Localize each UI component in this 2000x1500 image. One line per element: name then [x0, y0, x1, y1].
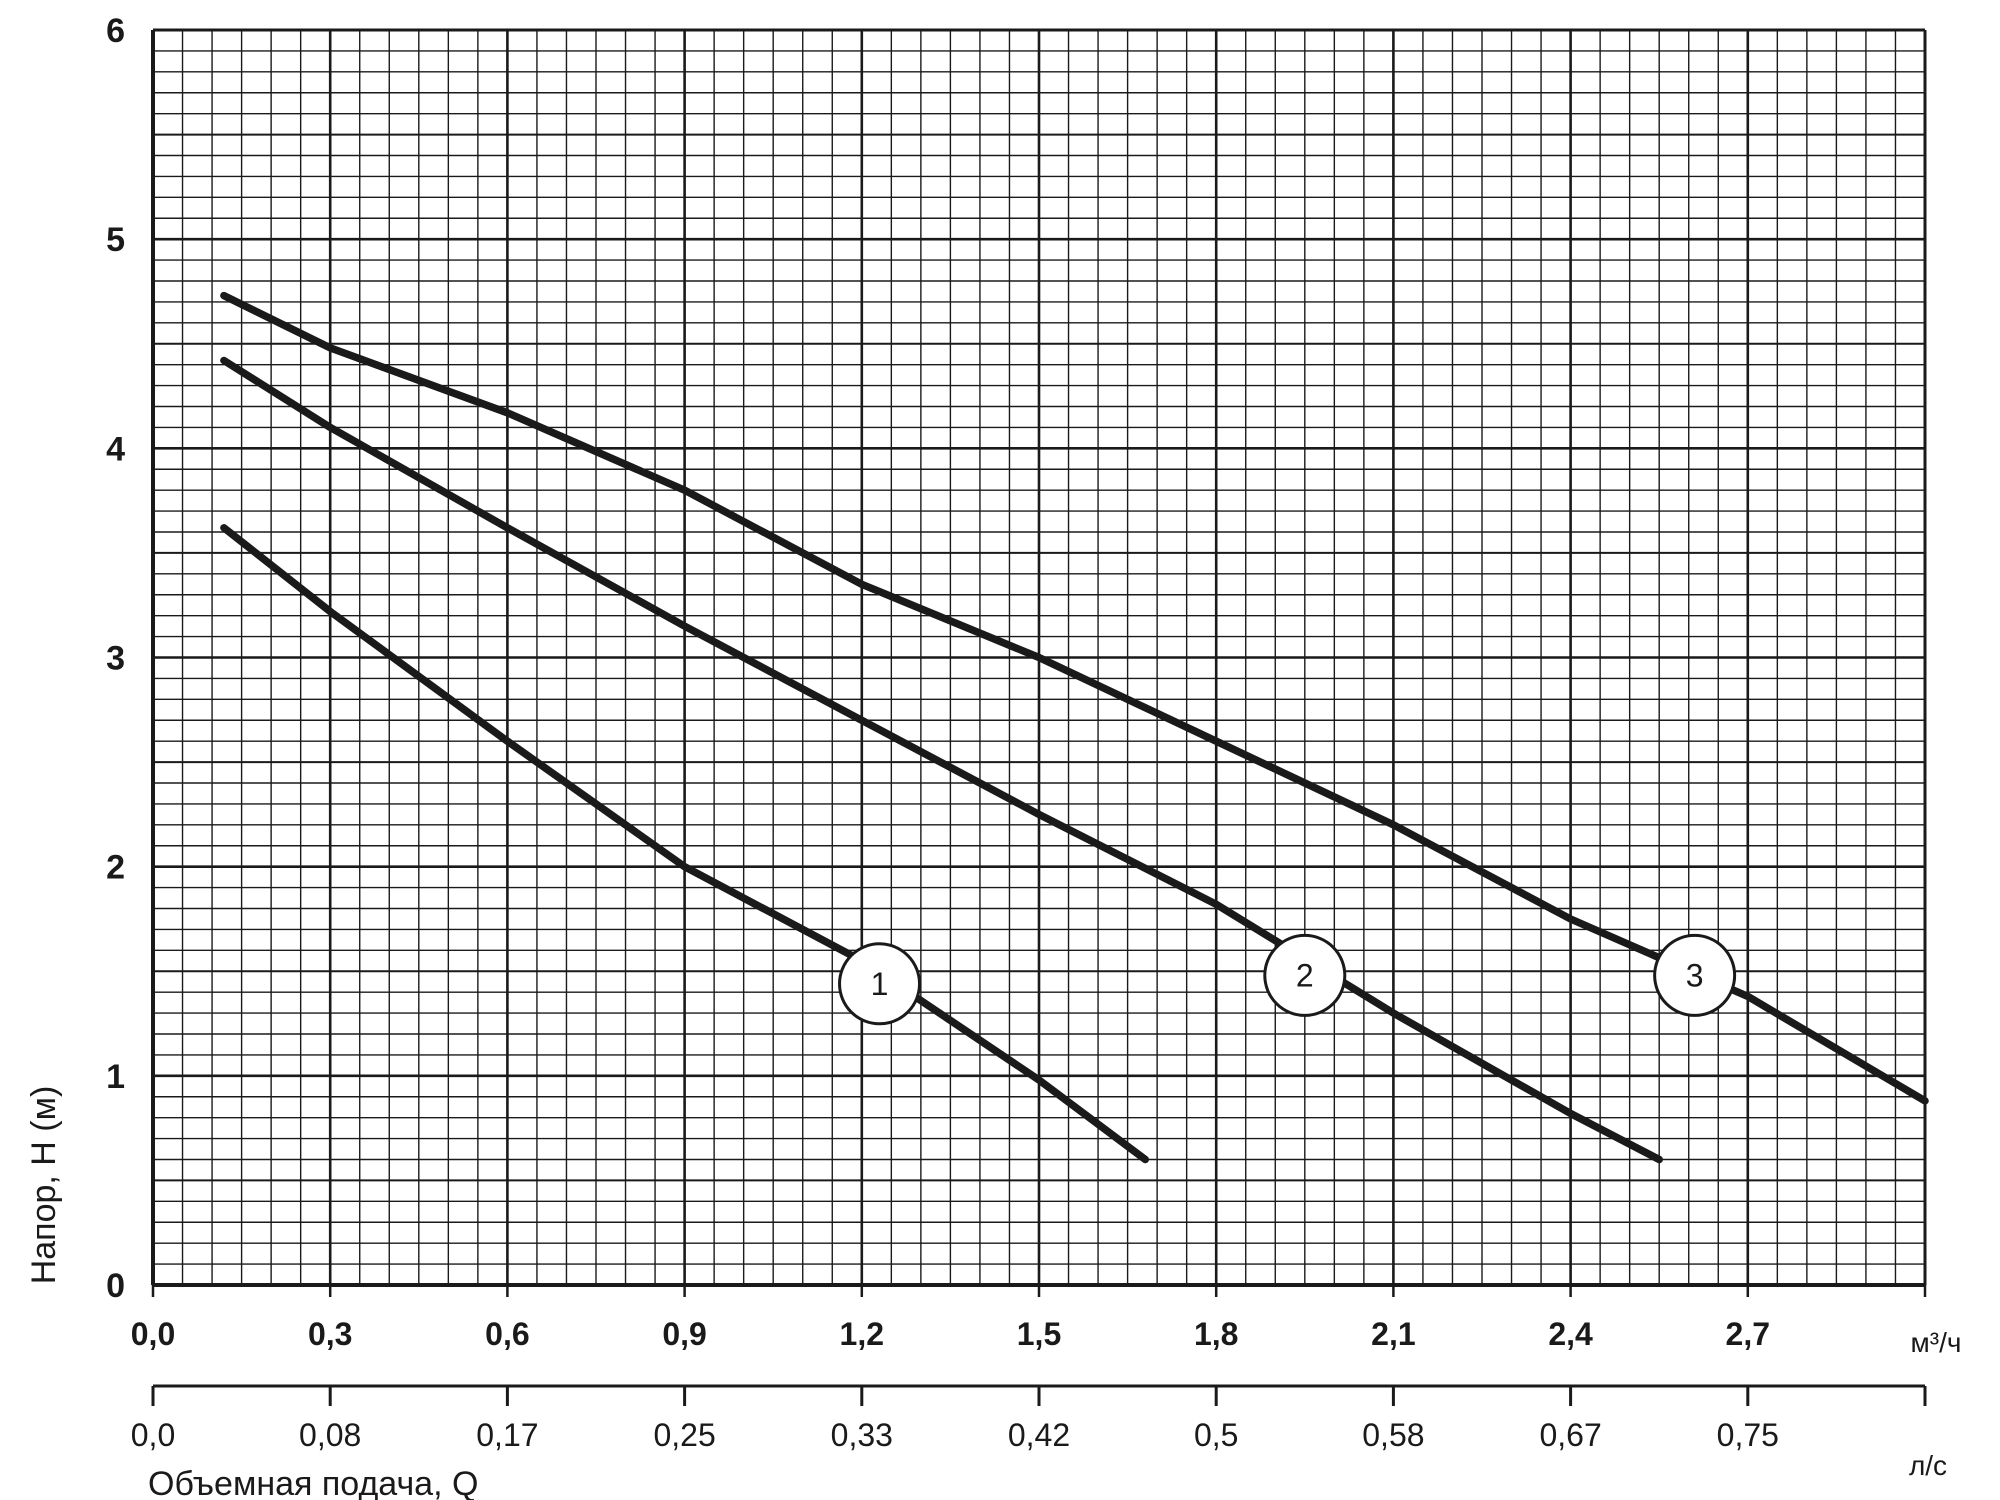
y-tick-label: 6	[106, 12, 125, 50]
curve-1	[220, 524, 1150, 1164]
x-axis-title: Объемная подача, Q	[148, 1465, 478, 1500]
x-tick-label: 2,4	[1548, 1316, 1593, 1352]
x-tick-label: 0,6	[485, 1316, 529, 1352]
tick-labels: 0 1 2 3 4 5 6 0,0 0,3 0,6 0,9 1,2 1,5 1,8 2,1 2,4 2,7 0,0…	[106, 12, 1927, 1453]
x2-tick-label: 0,42	[1008, 1417, 1070, 1453]
y-tick-label: 3	[106, 640, 125, 678]
curve-2	[220, 356, 1663, 1164]
curve-3	[220, 291, 1929, 1105]
x-tick-label: 0,9	[662, 1316, 706, 1352]
x2-tick-label: 0,17	[476, 1417, 538, 1453]
y-axis-title: Напор, H (м)	[25, 1086, 63, 1285]
x2-tick-label: 0,75	[1717, 1417, 1779, 1453]
x2-unit-label: л/с	[1909, 1450, 1947, 1481]
x-tick-label: 1,5	[1017, 1316, 1061, 1352]
curve-labels: 1 2 3	[838, 933, 1737, 1026]
x-tick-label: 0,3	[308, 1316, 352, 1352]
curve-label-2: 2	[1296, 957, 1314, 993]
x-tick-label: 1,8	[1194, 1316, 1238, 1352]
curve-label-circle-2	[1263, 933, 1347, 1017]
curve-label-circle-3	[1653, 933, 1737, 1017]
curve-label-circle-1	[838, 942, 922, 1026]
x2-tick-label: 0,08	[299, 1417, 361, 1453]
grid	[151, 28, 1927, 1287]
curve-label-3: 3	[1686, 957, 1704, 993]
x-tick-label: 2,7	[1726, 1316, 1770, 1352]
y-tick-label: 4	[106, 430, 125, 468]
x2-tick-label: 0,58	[1362, 1417, 1424, 1453]
x2-tick-label: 0,5	[1194, 1417, 1238, 1453]
x-unit-label: м³/ч	[1911, 1327, 1962, 1358]
y-tick-label: 1	[106, 1058, 125, 1096]
y-tick-label: 5	[106, 221, 125, 259]
curve-label-1: 1	[871, 966, 889, 1002]
x2-tick-label: 0,33	[831, 1417, 893, 1453]
x2-tick-label: 0,0	[131, 1417, 175, 1453]
x2-tick-label: 0,25	[653, 1417, 715, 1453]
y-tick-label: 0	[106, 1267, 125, 1305]
x2-tick-label: 0,67	[1539, 1417, 1601, 1453]
x-tick-label: 1,2	[840, 1316, 884, 1352]
x-tick-label: 0,0	[131, 1316, 175, 1352]
y-tick-label: 2	[106, 849, 125, 887]
curves	[220, 291, 1929, 1164]
x-tick-label: 2,1	[1371, 1316, 1415, 1352]
